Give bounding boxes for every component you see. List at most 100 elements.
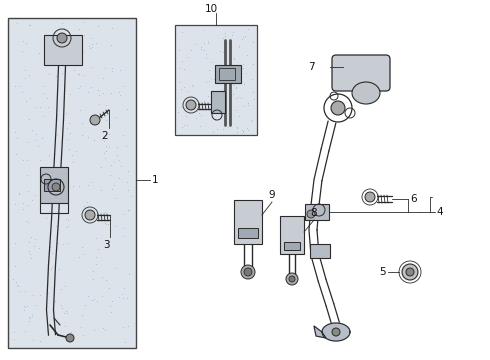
Text: 8: 8 bbox=[311, 208, 318, 218]
Point bbox=[76, 107, 84, 113]
Point bbox=[24, 219, 31, 225]
Point bbox=[119, 324, 127, 330]
Point bbox=[192, 41, 200, 46]
Point bbox=[88, 297, 96, 303]
Point bbox=[227, 121, 235, 127]
Point bbox=[28, 312, 36, 318]
Point bbox=[10, 336, 18, 342]
Point bbox=[32, 104, 40, 110]
Point bbox=[221, 30, 229, 36]
Point bbox=[180, 66, 188, 72]
Point bbox=[250, 96, 258, 102]
Point bbox=[98, 187, 105, 193]
Point bbox=[200, 98, 208, 103]
Point bbox=[101, 65, 109, 71]
Point bbox=[21, 307, 28, 312]
Point bbox=[113, 144, 121, 150]
Point bbox=[110, 182, 118, 188]
Point bbox=[197, 44, 205, 50]
Point bbox=[16, 288, 24, 293]
Point bbox=[25, 239, 33, 245]
Point bbox=[225, 95, 233, 100]
Point bbox=[239, 35, 246, 40]
Ellipse shape bbox=[352, 82, 380, 104]
Point bbox=[46, 244, 54, 250]
Point bbox=[54, 82, 62, 88]
Point bbox=[21, 288, 28, 294]
Point bbox=[71, 68, 78, 73]
Bar bbox=[284, 242, 300, 250]
Point bbox=[32, 131, 40, 137]
Point bbox=[196, 123, 204, 129]
Point bbox=[213, 74, 220, 80]
Point bbox=[75, 183, 83, 188]
Point bbox=[51, 40, 59, 45]
Point bbox=[47, 266, 55, 272]
Point bbox=[69, 159, 76, 165]
Point bbox=[61, 46, 69, 52]
Point bbox=[26, 315, 34, 321]
Point bbox=[174, 47, 182, 53]
Point bbox=[45, 260, 52, 265]
Point bbox=[45, 152, 52, 157]
Circle shape bbox=[57, 33, 67, 43]
Point bbox=[237, 96, 245, 102]
Point bbox=[62, 110, 70, 116]
Point bbox=[36, 104, 44, 110]
Point bbox=[202, 55, 210, 61]
Point bbox=[18, 48, 26, 54]
Point bbox=[213, 126, 221, 132]
Point bbox=[86, 45, 94, 51]
Point bbox=[92, 261, 99, 266]
Point bbox=[108, 186, 116, 192]
Point bbox=[20, 38, 27, 44]
Point bbox=[24, 202, 32, 208]
Point bbox=[23, 157, 30, 163]
Point bbox=[62, 224, 70, 230]
Point bbox=[176, 65, 184, 71]
Point bbox=[107, 42, 115, 48]
Point bbox=[183, 88, 191, 94]
Point bbox=[13, 20, 21, 26]
Point bbox=[178, 58, 186, 64]
Point bbox=[13, 282, 21, 288]
Point bbox=[211, 117, 219, 123]
Point bbox=[242, 33, 249, 39]
Point bbox=[235, 42, 243, 48]
Point bbox=[40, 83, 48, 89]
Point bbox=[245, 26, 252, 31]
Point bbox=[79, 251, 87, 257]
Point bbox=[239, 128, 247, 134]
Circle shape bbox=[66, 334, 74, 342]
Point bbox=[45, 208, 53, 214]
Polygon shape bbox=[314, 326, 326, 338]
Point bbox=[74, 26, 82, 31]
Point bbox=[25, 116, 33, 122]
Point bbox=[244, 100, 252, 105]
Circle shape bbox=[406, 268, 414, 276]
Point bbox=[28, 197, 36, 203]
Point bbox=[232, 85, 240, 91]
Point bbox=[99, 75, 107, 81]
Point bbox=[127, 193, 135, 199]
Point bbox=[222, 71, 230, 76]
Point bbox=[99, 325, 107, 331]
Point bbox=[27, 234, 35, 239]
Point bbox=[202, 79, 210, 85]
Point bbox=[64, 125, 72, 131]
Point bbox=[189, 84, 196, 89]
Point bbox=[174, 109, 182, 115]
Point bbox=[21, 328, 29, 334]
Point bbox=[40, 177, 48, 183]
Point bbox=[70, 57, 78, 62]
Point bbox=[229, 29, 237, 35]
Point bbox=[16, 83, 24, 89]
Point bbox=[84, 89, 92, 95]
Point bbox=[80, 203, 88, 209]
Point bbox=[220, 126, 227, 132]
Point bbox=[100, 150, 108, 156]
Point bbox=[225, 118, 233, 123]
Point bbox=[234, 125, 242, 131]
Point bbox=[215, 96, 222, 102]
Bar bbox=[310, 244, 330, 258]
